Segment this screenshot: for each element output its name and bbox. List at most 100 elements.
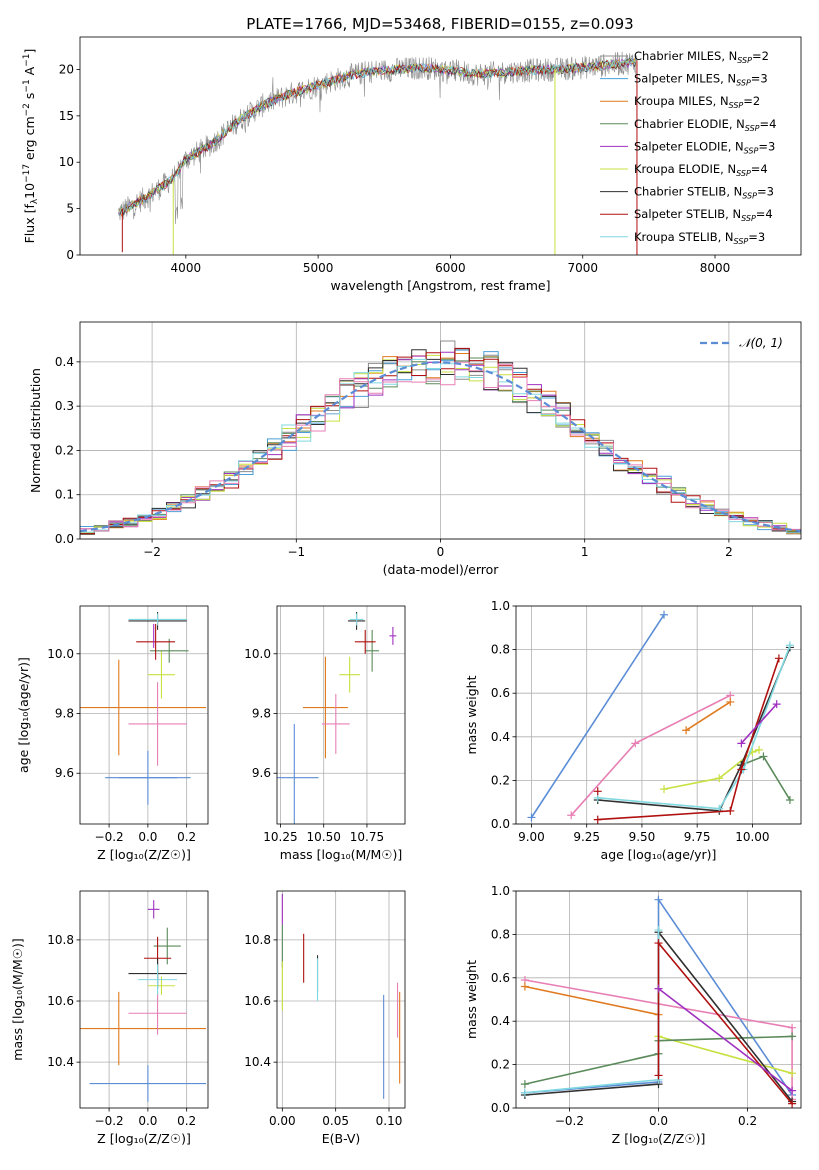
y-tick-label: 10.6 — [47, 994, 74, 1008]
legend-item: Kroupa MILES, NSSP=2 — [600, 94, 760, 110]
legend-text: Chabrier ELODIE, N — [634, 117, 745, 131]
x-tick-label: −2 — [143, 545, 161, 559]
weight-marker — [726, 697, 735, 706]
figure-title: PLATE=1766, MJD=53468, FIBERID=0155, z=0… — [246, 15, 633, 33]
y-tick-label: 9.6 — [55, 766, 74, 780]
legend-label: 𝒩(0, 1) — [739, 336, 783, 350]
x-axis-label: age [log₁₀(age/yr)] — [601, 847, 717, 862]
y-tick-label: 10.8 — [47, 933, 74, 947]
y-axis-label: age [log₁₀(age/yr)] — [16, 657, 31, 773]
y-axis-label-part: ] — [22, 49, 37, 54]
y-axis-label-part: −2 — [22, 103, 32, 116]
error-bars — [80, 900, 207, 1102]
legend-sub: SSP — [744, 146, 759, 155]
model-spectrum — [118, 56, 637, 216]
legend-item: Salpeter MILES, NSSP=3 — [600, 72, 768, 88]
legend-sub: SSP — [736, 169, 751, 178]
error-bars — [80, 611, 207, 805]
y-tick-label: 0.1 — [55, 488, 74, 502]
weight-line — [741, 755, 791, 801]
x-tick-label: 6000 — [435, 261, 466, 275]
weight-marker — [785, 641, 794, 650]
x-tick-label: 5000 — [303, 261, 334, 275]
y-axis-label-part: A — [22, 66, 37, 79]
legend-item: Chabrier MILES, NSSP=2 — [600, 49, 769, 65]
age-vs-Z-panel: −0.2 0.0 0.2 9.6 9.8 10.0 Z [log₁₀(Z/Z☉)] age [… — [16, 605, 209, 862]
model-spectrum — [118, 58, 637, 213]
legend-item: Chabrier ELODIE, NSSP=4 — [600, 117, 776, 133]
x-tick-label: 0.05 — [322, 1114, 349, 1128]
legend-label: Salpeter STELIB, NSSP=4 — [634, 207, 773, 223]
legend-item: Salpeter STELIB, NSSP=4 — [600, 207, 773, 223]
x-tick-label: 10.75 — [350, 830, 384, 844]
legend-sub: SSP — [737, 56, 752, 65]
x-tick-label: 0.00 — [269, 1114, 296, 1128]
x-axis-label: Z [log₁₀(Z/Z☉)] — [97, 847, 191, 862]
legend-text: Kroupa MILES, N — [634, 94, 729, 108]
weight-marker — [788, 1099, 797, 1108]
model-spectrum — [118, 59, 637, 214]
y-tick-label: 9.8 — [55, 707, 74, 721]
y-axis-label-part: s — [22, 93, 37, 104]
legend-item: Kroupa STELIB, NSSP=3 — [600, 230, 765, 246]
model-spectrum — [118, 58, 637, 214]
weight-marker — [788, 1069, 797, 1078]
weight-marker — [631, 739, 640, 748]
y-tick-label: 10.0 — [244, 647, 271, 661]
weight-vs-Z-panel: −0.2 0.0 0.2 0.0 0.2 0.4 0.6 0.8 1.0 Z [log₁₀(Z/Z… — [464, 884, 802, 1146]
x-tick-label: 0.0 — [649, 1114, 668, 1128]
legend-count: =3 — [757, 185, 774, 199]
legend-count: =3 — [751, 72, 768, 86]
weight-line — [663, 749, 760, 790]
weight-marker — [654, 939, 663, 948]
weight-marker — [520, 1080, 529, 1089]
model-spectrum — [118, 58, 637, 214]
weight-line — [524, 985, 659, 1016]
x-tick-label: 9.25 — [573, 830, 600, 844]
legend-text: Salpeter STELIB, N — [634, 207, 741, 221]
x-tick-label: −0.2 — [555, 1114, 584, 1128]
x-tick-label: 0.0 — [138, 1114, 157, 1128]
legend-sub: SSP — [741, 214, 756, 223]
axes-frame — [79, 36, 802, 256]
legend-count: =3 — [758, 139, 775, 153]
x-axis-label: wavelength [Angstrom, rest frame] — [330, 278, 550, 293]
mass-vs-Z-panel: −0.2 0.0 0.2 10.4 10.6 10.8 Z [log₁₀(Z/Z☉)] mas… — [10, 890, 209, 1146]
x-tick-label: 10.25 — [263, 830, 297, 844]
legend-label: Kroupa MILES, NSSP=2 — [634, 94, 760, 110]
y-tick-label: 0.0 — [491, 817, 510, 831]
legend-label: Salpeter MILES, NSSP=3 — [634, 72, 768, 88]
weight-marker — [726, 806, 735, 815]
normal-curve — [80, 361, 801, 533]
x-tick-label: 0.10 — [376, 1114, 403, 1128]
weight-marker — [737, 765, 746, 774]
weight-marker — [660, 610, 669, 619]
weight-marker — [788, 1086, 797, 1095]
weight-line — [658, 1035, 793, 1075]
axes-frame — [276, 605, 406, 825]
legend-text: Kroupa STELIB, N — [634, 230, 734, 244]
error-bars — [277, 611, 397, 824]
histogram-series — [80, 347, 801, 535]
y-tick-label: 0.4 — [491, 730, 510, 744]
weight-marker — [520, 982, 529, 991]
y-axis-label-part: −1 — [22, 54, 32, 67]
weight-marker — [654, 926, 663, 935]
spectrum-panel: 4000 5000 6000 7000 8000 0 5 10 15 20 wavelength [… — [22, 36, 802, 293]
legend: Chabrier MILES, NSSP=2 Salpeter MILES, NS… — [600, 49, 776, 246]
residuals-panel: −2 −1 0 1 2 0.0 0.1 0.2 0.3 0.4 (data-model)/error… — [28, 321, 802, 577]
y-axis-label-part: 10 — [22, 183, 37, 199]
y-tick-label: 1.0 — [491, 599, 510, 613]
weight-marker — [774, 654, 783, 663]
weight-line — [685, 701, 731, 731]
y-tick-label: 0.6 — [491, 971, 510, 985]
error-bars — [281, 894, 401, 1099]
y-tick-label: 10.6 — [244, 994, 271, 1008]
y-tick-label: 9.6 — [252, 766, 271, 780]
legend-count: =4 — [756, 207, 773, 221]
weight-marker — [788, 1023, 797, 1032]
x-tick-label: −0.2 — [95, 830, 124, 844]
histogram-series — [80, 361, 801, 532]
weight-marker — [737, 739, 746, 748]
x-tick-label: 0.2 — [738, 1114, 757, 1128]
